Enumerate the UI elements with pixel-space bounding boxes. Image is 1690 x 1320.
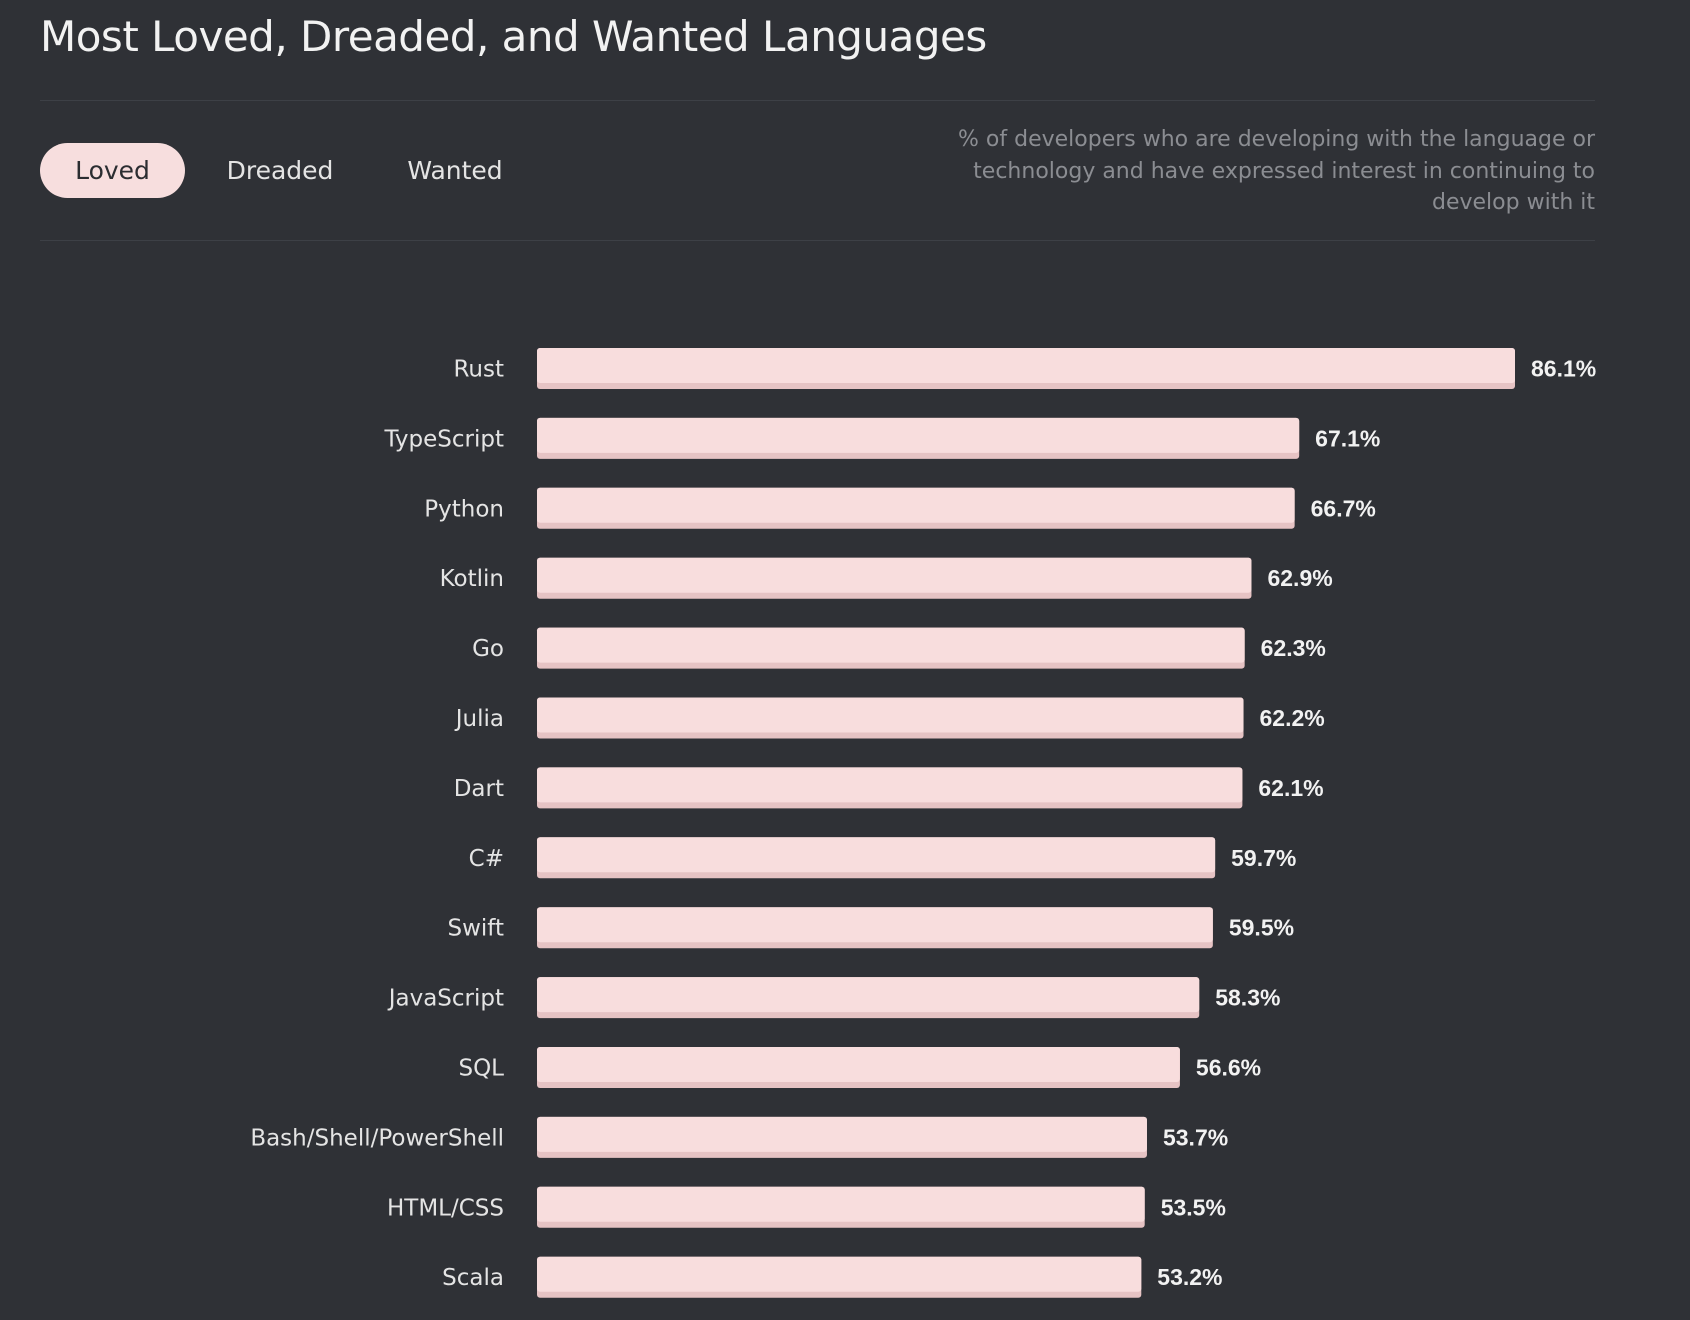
category-label: SQL — [458, 1056, 504, 1082]
page-title: Most Loved, Dreaded, and Wanted Language… — [40, 12, 987, 61]
value-label: 53.5% — [1161, 1194, 1226, 1220]
value-label: 66.7% — [1311, 495, 1376, 521]
chart-description: % of developers who are developing with … — [955, 124, 1595, 219]
bar — [537, 697, 1244, 733]
bar — [537, 487, 1295, 523]
bar — [537, 1186, 1145, 1222]
description-line-1: % of developers who are developing with … — [958, 127, 1595, 152]
description-line-2: technology and have expressed interest i… — [973, 158, 1595, 184]
category-label: Rust — [453, 357, 504, 383]
value-label: 62.3% — [1261, 635, 1326, 661]
category-label: JavaScript — [387, 986, 504, 1012]
tab-dreaded[interactable]: Dreaded — [226, 156, 334, 185]
header-divider — [40, 100, 1595, 101]
bar — [537, 557, 1252, 593]
category-label: Dart — [454, 776, 504, 802]
bar — [537, 977, 1200, 1013]
value-label: 62.1% — [1258, 775, 1323, 801]
category-label: Scala — [442, 1265, 504, 1291]
value-label: 59.5% — [1229, 915, 1294, 941]
bar — [537, 767, 1243, 803]
category-label: Python — [424, 496, 504, 522]
value-label: 53.2% — [1157, 1264, 1222, 1290]
category-label: TypeScript — [383, 426, 504, 452]
category-label: Kotlin — [440, 566, 504, 592]
bar — [537, 1047, 1180, 1082]
value-label: 58.3% — [1215, 985, 1280, 1011]
category-label: C# — [469, 846, 504, 872]
bar — [537, 417, 1300, 453]
value-label: 86.1% — [1531, 356, 1596, 382]
tab-loved[interactable]: Loved — [40, 143, 185, 198]
category-label: HTML/CSS — [387, 1195, 504, 1221]
bar — [537, 837, 1216, 873]
value-label: 53.7% — [1163, 1124, 1228, 1150]
bar — [537, 627, 1245, 663]
value-label: 59.7% — [1231, 845, 1296, 871]
value-label: 62.9% — [1267, 565, 1332, 591]
value-label: 67.1% — [1315, 425, 1380, 451]
category-label: Go — [472, 636, 504, 662]
description-line-3: develop with it — [1432, 190, 1595, 215]
bar — [537, 1116, 1147, 1152]
category-label: Julia — [454, 706, 504, 732]
tabs-divider — [40, 240, 1595, 241]
bar — [537, 1256, 1142, 1292]
value-label: 62.2% — [1260, 705, 1325, 731]
value-label: 56.6% — [1196, 1055, 1261, 1081]
bar-chart: Rust 86.1% TypeScript 67.1% Python 66.7% Kotli… — [250, 348, 1596, 1298]
category-label: Swift — [447, 916, 504, 942]
bar — [537, 907, 1213, 943]
tab-wanted[interactable]: Wanted — [407, 156, 503, 185]
bar — [537, 348, 1515, 383]
category-label: Bash/Shell/PowerShell — [250, 1125, 504, 1151]
